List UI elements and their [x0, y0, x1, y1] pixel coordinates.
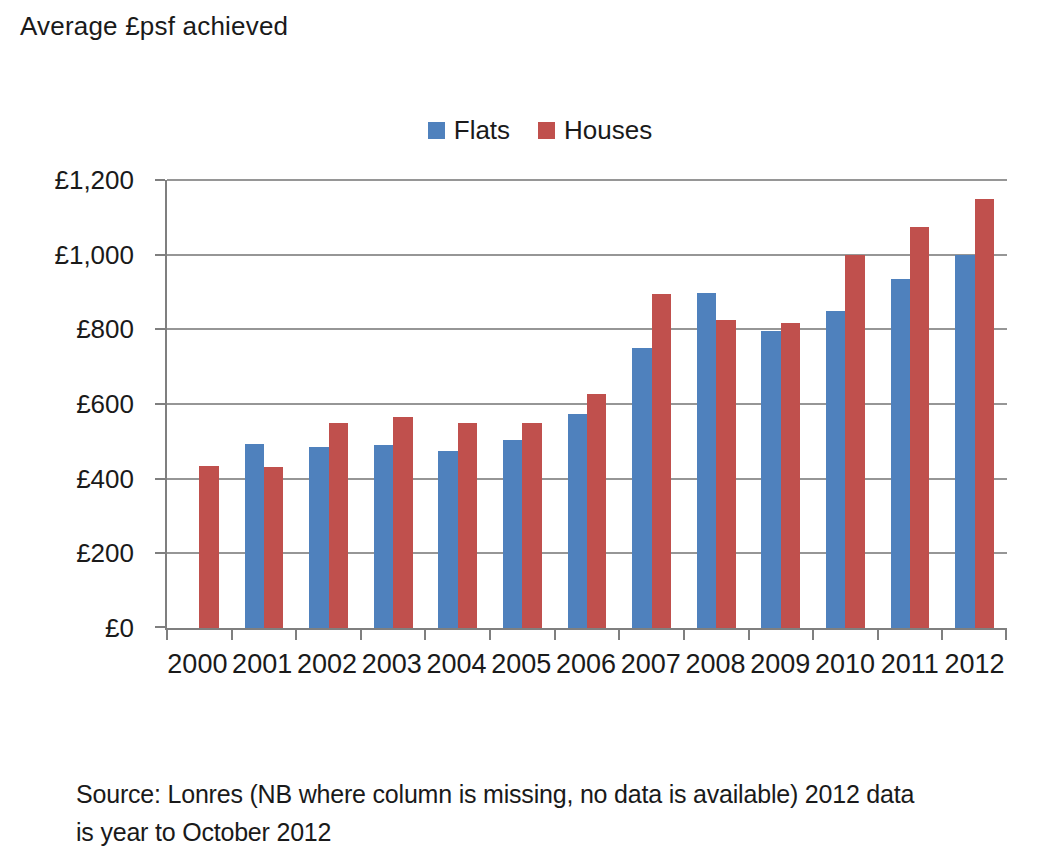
bar-flats-2004: [438, 451, 457, 628]
bar-houses-2008: [716, 320, 735, 628]
x-tick-label: 2005: [489, 649, 554, 680]
x-tick-label: 2011: [877, 649, 942, 680]
y-tick-label: £800: [76, 316, 134, 342]
x-tick-label: 2003: [359, 649, 424, 680]
y-axis-tick: [155, 478, 165, 480]
bar-houses-2000: [199, 466, 218, 628]
bar-flats-2010: [826, 311, 845, 628]
legend-label-houses: Houses: [564, 115, 652, 146]
bar-houses-2011: [910, 227, 929, 628]
chart-canvas: Average £psf achieved Flats Houses £0 £200…: [0, 0, 1039, 865]
y-axis-tick: [155, 552, 165, 554]
y-tick-label: £1,000: [54, 242, 134, 268]
y-axis-labels: £0£200£400£600£800£1,000£1,200: [0, 180, 148, 630]
legend-item-houses: Houses: [538, 115, 652, 146]
x-axis-tick: [618, 630, 620, 640]
bar-houses-2003: [393, 417, 412, 628]
x-tick-label: 2002: [295, 649, 360, 680]
bar-flats-2007: [632, 348, 651, 628]
chart-title: Average £psf achieved: [20, 11, 288, 42]
x-tick-label: 2008: [683, 649, 748, 680]
x-axis-tick: [489, 630, 491, 640]
x-tick-label: 2009: [748, 649, 813, 680]
x-axis-tick: [812, 630, 814, 640]
x-axis-tick: [424, 630, 426, 640]
bar-flats-2011: [891, 279, 910, 628]
source-note-line2: is year to October 2012: [76, 813, 914, 851]
legend-item-flats: Flats: [428, 115, 510, 146]
x-axis-tick: [295, 630, 297, 640]
y-tick-label: £600: [76, 391, 134, 417]
y-tick-label: £200: [76, 540, 134, 566]
legend-swatch-flats: [428, 122, 445, 139]
x-axis-tick: [941, 630, 943, 640]
x-tick-label: 2007: [618, 649, 683, 680]
bar-flats-2001: [245, 444, 264, 628]
bar-flats-2006: [568, 414, 587, 628]
x-axis-tick: [877, 630, 879, 640]
y-tick-label: £0: [105, 615, 134, 641]
x-axis-tick: [683, 630, 685, 640]
bar-houses-2010: [845, 255, 864, 628]
bar-houses-2007: [652, 294, 671, 628]
x-tick-label: 2012: [942, 649, 1007, 680]
legend-swatch-houses: [538, 122, 555, 139]
x-axis-tick: [554, 630, 556, 640]
x-tick-label: 2000: [165, 649, 230, 680]
bar-flats-2002: [309, 447, 328, 628]
x-axis-labels: 2000200120022003200420052006200720082009…: [165, 649, 1007, 680]
y-axis-tick: [155, 626, 165, 628]
bar-houses-2012: [975, 199, 994, 628]
gridline: [167, 179, 1007, 181]
x-tick-label: 2004: [424, 649, 489, 680]
x-tick-label: 2010: [813, 649, 878, 680]
bar-houses-2004: [458, 423, 477, 628]
y-axis-tick: [155, 328, 165, 330]
y-tick-label: £1,200: [54, 167, 134, 193]
gridline: [167, 328, 1007, 330]
y-tick-label: £400: [76, 466, 134, 492]
bar-flats-2009: [761, 331, 780, 628]
x-tick-label: 2001: [230, 649, 295, 680]
bar-houses-2009: [781, 323, 800, 628]
bar-flats-2008: [697, 293, 716, 628]
gridline: [167, 254, 1007, 256]
x-axis-tick: [1005, 630, 1007, 640]
y-axis-tick: [155, 254, 165, 256]
x-axis-tick: [231, 630, 233, 640]
x-axis-tick: [360, 630, 362, 640]
x-tick-label: 2006: [554, 649, 619, 680]
bar-houses-2001: [264, 467, 283, 628]
y-axis-tick: [155, 403, 165, 405]
legend-label-flats: Flats: [454, 115, 510, 146]
source-note: Source: Lonres (NB where column is missi…: [76, 775, 914, 851]
bar-houses-2002: [329, 423, 348, 628]
bar-houses-2006: [587, 394, 606, 628]
legend: Flats Houses: [40, 115, 1039, 146]
x-axis-tick: [748, 630, 750, 640]
bar-flats-2003: [374, 445, 393, 628]
y-axis-tick: [155, 179, 165, 181]
source-note-line1: Source: Lonres (NB where column is missi…: [76, 775, 914, 813]
bar-flats-2005: [503, 440, 522, 628]
plot-area: [165, 180, 1007, 630]
x-axis-tick: [166, 630, 168, 640]
bar-houses-2005: [522, 423, 541, 628]
bar-flats-2012: [955, 255, 974, 628]
